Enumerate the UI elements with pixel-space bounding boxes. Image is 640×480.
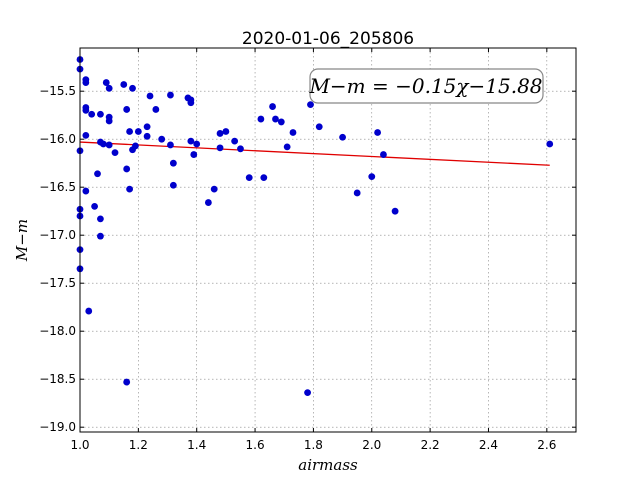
data-point — [82, 131, 90, 139]
data-point — [99, 140, 107, 148]
data-point — [123, 378, 131, 386]
chart-title: 2020-01-06_205806 — [242, 29, 414, 49]
data-point — [82, 107, 90, 114]
data-point — [143, 123, 151, 131]
data-point — [143, 132, 151, 140]
x-tick-label: 2.6 — [537, 438, 556, 452]
data-point — [304, 389, 311, 397]
data-point — [123, 165, 131, 173]
data-point — [167, 141, 174, 149]
y-tick-label: −17.0 — [39, 228, 76, 242]
data-point — [120, 81, 128, 88]
x-tick-label: 1.2 — [129, 438, 148, 452]
data-point — [289, 129, 297, 136]
data-point — [91, 203, 98, 210]
data-point — [152, 106, 160, 113]
data-point — [546, 140, 554, 148]
data-point — [245, 174, 253, 182]
fit-line-group — [79, 141, 550, 166]
y-tick-label: −18.0 — [39, 324, 76, 338]
x-tick-label: 1.0 — [70, 438, 89, 452]
data-point — [216, 130, 224, 137]
data-point — [169, 159, 177, 167]
data-point — [88, 110, 96, 118]
data-point — [339, 133, 346, 141]
data-point — [277, 118, 285, 126]
data-point — [193, 140, 201, 148]
data-point — [272, 115, 279, 123]
plot-frame — [79, 47, 577, 433]
y-tick-label: −18.5 — [39, 372, 76, 386]
fit-equation-annotation: M−m = −0.15χ−15.88 — [308, 68, 544, 104]
y-tick-label: −16.5 — [39, 180, 76, 194]
data-point — [105, 141, 113, 149]
data-point — [374, 129, 381, 136]
data-point — [158, 135, 166, 143]
data-point — [167, 91, 174, 99]
annotation-box — [309, 68, 544, 104]
data-point — [391, 207, 399, 215]
data-point — [111, 149, 119, 157]
data-point — [129, 84, 136, 92]
data-point — [380, 151, 387, 158]
y-tick-labels: −15.5 −16.0 −16.5 −17.0 −17.5 −18.0 −18.5 −19.0 — [39, 84, 76, 434]
data-point — [187, 137, 195, 145]
data-point — [82, 187, 90, 195]
grid-lines — [79, 48, 576, 432]
data-point — [353, 189, 361, 197]
data-point — [82, 79, 90, 86]
x-tick-label: 1.6 — [246, 438, 265, 452]
data-point — [190, 151, 198, 158]
data-point — [105, 84, 113, 92]
data-point — [97, 110, 104, 118]
data-point — [260, 174, 268, 182]
data-point — [85, 307, 93, 315]
data-point — [102, 79, 110, 86]
x-tick-label: 2.0 — [362, 438, 381, 452]
data-point — [123, 106, 131, 113]
y-tick-label: −16.0 — [39, 132, 76, 146]
data-point — [126, 128, 133, 135]
data-point — [257, 115, 265, 123]
y-tick-label: −19.0 — [39, 420, 76, 434]
data-point — [94, 170, 101, 178]
annotation-text: M−m = −0.15χ−15.88 — [308, 74, 542, 98]
data-point — [187, 99, 195, 107]
y-tick-label: −17.5 — [39, 276, 76, 290]
fit-line — [79, 141, 550, 166]
data-point — [97, 215, 104, 223]
data-point — [146, 92, 154, 100]
y-axis-label: M−m — [13, 219, 31, 262]
axis-ticks — [79, 48, 576, 432]
data-point — [283, 143, 291, 151]
data-point — [97, 232, 104, 240]
data-point — [368, 173, 376, 181]
data-point — [169, 181, 177, 189]
y-tick-label: −15.5 — [39, 84, 76, 98]
data-point — [315, 123, 323, 131]
x-tick-label: 1.8 — [304, 438, 323, 452]
data-point — [210, 185, 218, 193]
data-point — [269, 103, 276, 110]
data-point — [222, 128, 230, 135]
x-tick-labels: 1.0 1.2 1.4 1.6 1.8 2.0 2.2 2.4 2.6 — [70, 438, 556, 452]
data-point — [307, 101, 314, 109]
data-point — [216, 144, 224, 152]
data-point — [126, 185, 133, 193]
x-tick-label: 2.4 — [479, 438, 498, 452]
data-points — [76, 56, 554, 397]
x-tick-label: 1.4 — [187, 438, 206, 452]
data-point — [134, 128, 142, 135]
x-axis-label: airmass — [298, 456, 358, 474]
data-point — [132, 142, 139, 150]
data-point — [204, 199, 212, 206]
data-point — [231, 137, 239, 145]
x-tick-label: 2.2 — [421, 438, 440, 452]
data-point — [105, 117, 113, 125]
data-point — [237, 145, 244, 153]
